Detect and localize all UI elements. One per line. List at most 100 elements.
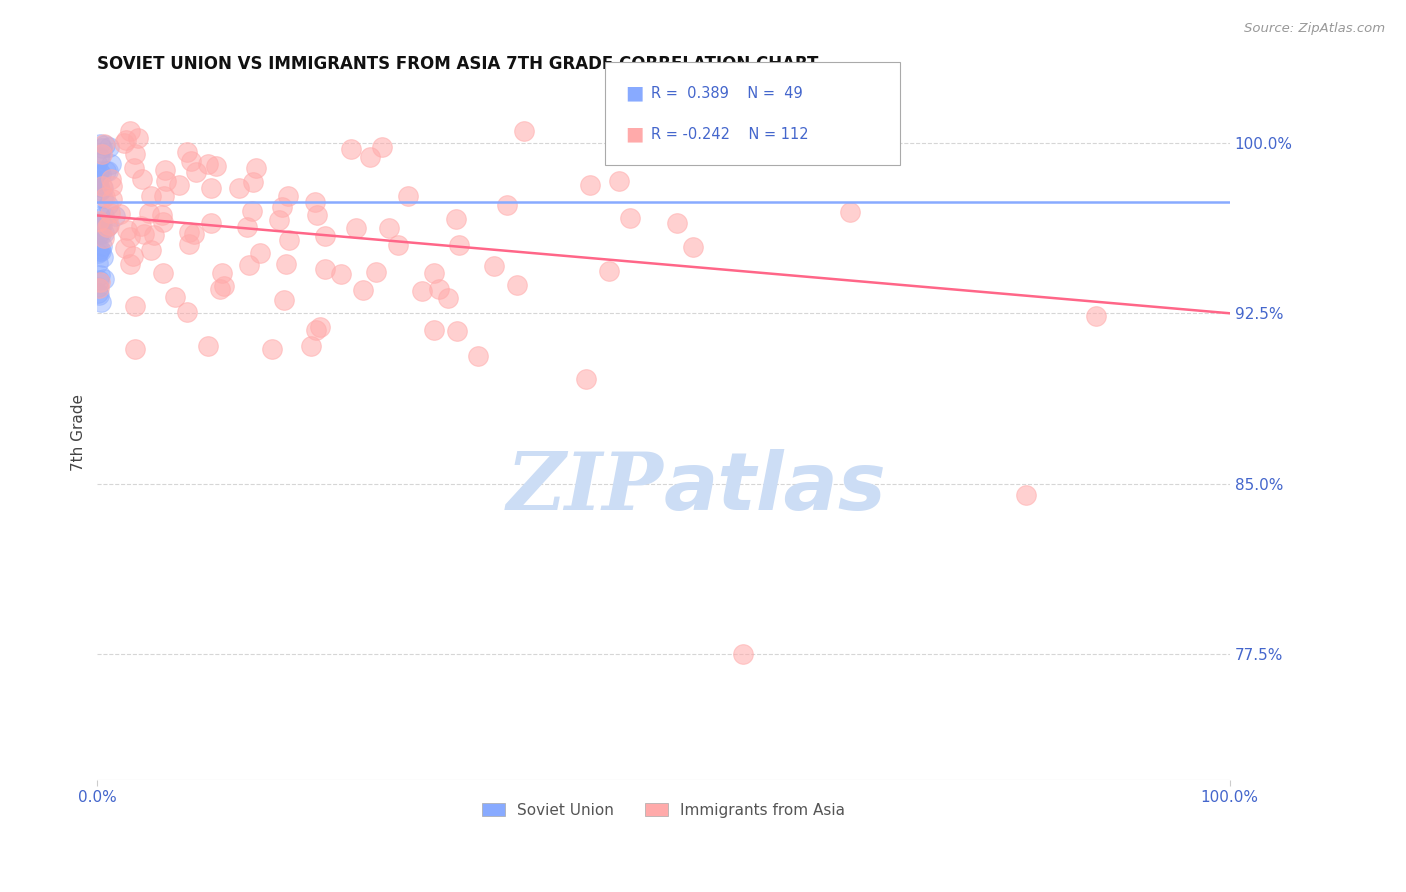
Point (377, 221, 399, 235)
Point (731, 648, 754, 662)
Point (169, 178, 191, 192)
Point (598, 264, 620, 278)
Point (249, 245, 271, 260)
Point (87, 273, 110, 287)
Point (129, 219, 152, 233)
Point (98, 140, 121, 154)
Point (89, 275, 111, 289)
Point (94, 164, 117, 178)
Point (152, 189, 174, 203)
Point (364, 265, 387, 279)
Point (619, 211, 641, 225)
Point (91, 181, 114, 195)
Point (177, 236, 200, 251)
Point (270, 201, 292, 215)
Point (197, 157, 219, 171)
Point (242, 175, 264, 189)
Point (607, 174, 630, 188)
Point (90, 218, 112, 232)
Point (89, 221, 111, 235)
Point (269, 212, 291, 227)
Point (682, 240, 704, 254)
Point (277, 189, 299, 203)
Text: ■: ■ (626, 84, 644, 103)
Point (352, 283, 374, 297)
Point (150, 208, 173, 222)
Point (97, 219, 120, 233)
Point (184, 165, 207, 179)
Point (87, 150, 110, 164)
Point (197, 339, 219, 353)
Point (89, 294, 111, 309)
Point (446, 324, 468, 338)
Point (396, 188, 419, 202)
Point (273, 293, 295, 307)
Point (89, 163, 111, 178)
Point (513, 124, 536, 138)
Point (134, 227, 156, 242)
Point (87, 178, 110, 193)
Point (344, 221, 367, 235)
Point (114, 241, 136, 255)
Point (89, 152, 111, 166)
Point (90, 168, 112, 182)
Point (87, 245, 110, 260)
Point (274, 257, 297, 271)
Point (152, 266, 174, 280)
Point (449, 238, 471, 252)
Point (90, 215, 112, 229)
Point (101, 192, 124, 206)
Point (118, 124, 141, 138)
Point (496, 198, 519, 212)
Point (437, 291, 460, 305)
Point (86, 286, 108, 301)
Point (124, 343, 146, 357)
Point (87, 173, 110, 187)
Point (183, 227, 205, 242)
Point (89, 268, 111, 282)
Point (93, 226, 115, 240)
Point (93, 231, 115, 245)
Point (180, 154, 202, 169)
Point (411, 285, 433, 299)
Point (89, 242, 111, 256)
Point (115, 223, 138, 237)
Point (89, 183, 111, 197)
Text: R = -0.242    N = 112: R = -0.242 N = 112 (651, 127, 808, 142)
Point (104, 209, 127, 223)
Point (1085, 309, 1108, 323)
Point (446, 211, 468, 226)
Point (359, 150, 381, 164)
Point (304, 195, 326, 210)
Point (139, 188, 162, 202)
Point (238, 258, 260, 272)
Point (427, 282, 450, 296)
Point (89, 217, 111, 231)
Point (86, 280, 108, 294)
Point (299, 339, 322, 353)
Point (211, 267, 233, 281)
Point (89, 168, 111, 182)
Point (101, 179, 124, 194)
Point (93, 210, 115, 224)
Point (305, 323, 328, 337)
Point (91, 250, 114, 264)
Point (153, 162, 176, 177)
Point (839, 204, 862, 219)
Point (245, 161, 267, 175)
Point (93, 138, 115, 153)
Point (97, 164, 120, 178)
Point (110, 206, 132, 220)
Point (155, 174, 177, 188)
Point (122, 249, 145, 263)
Point (200, 181, 222, 195)
Point (87, 244, 110, 259)
Point (87, 281, 110, 295)
Point (91, 178, 114, 193)
Point (506, 277, 529, 292)
Point (370, 140, 392, 154)
Point (91, 238, 114, 252)
Point (205, 159, 228, 173)
Point (578, 178, 600, 192)
Point (89, 185, 111, 199)
